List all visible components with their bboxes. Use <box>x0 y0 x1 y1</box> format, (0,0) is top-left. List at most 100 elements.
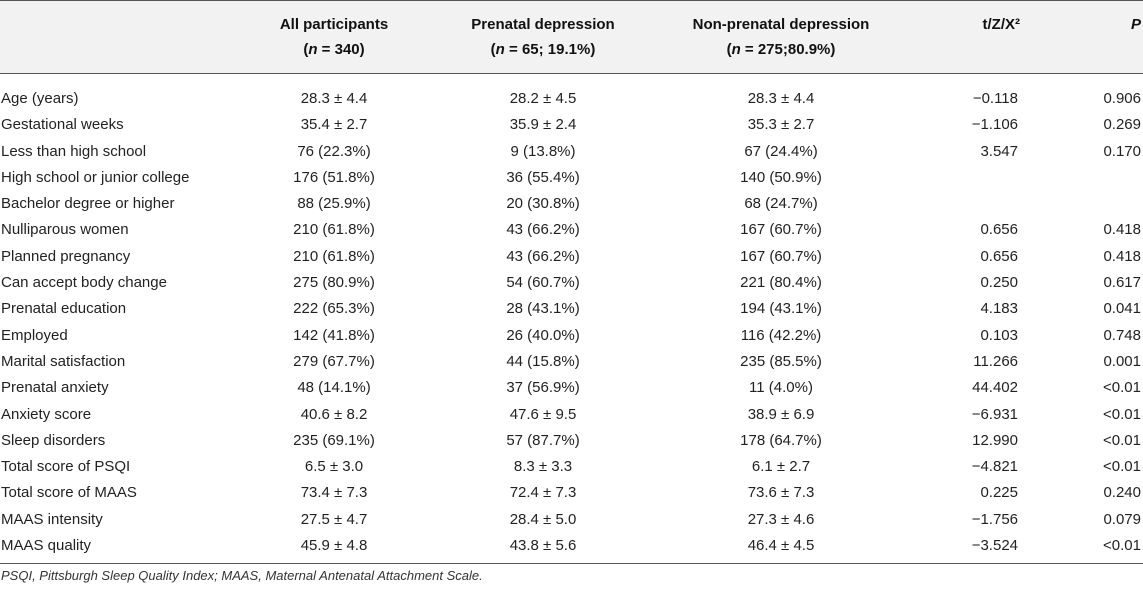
cell-test-statistic <box>900 165 1022 191</box>
cell-p-value: 0.240 <box>1103 484 1141 502</box>
cell-all-participants: 6.5 ± 3.0 <box>304 458 364 476</box>
cell-all-participants: 48 (14.1%) <box>297 379 371 397</box>
row-label: Prenatal anxiety <box>1 379 109 397</box>
cell-all-participants: 27.5 ± 4.7 <box>300 510 368 528</box>
cell-test-statistic: 0.225 <box>980 484 1018 502</box>
row-label: Anxiety score <box>1 405 92 423</box>
table-row: Prenatal anxiety 48 (14.1%) 37 (56.9%) 11 (… <box>0 375 1143 401</box>
cell-p-value <box>1022 191 1143 217</box>
cell-all-participants: 76 (22.3%) <box>297 142 371 160</box>
cell-test-statistic: 11.266 <box>973 352 1018 370</box>
cell-test-statistic: −6.931 <box>971 405 1018 423</box>
cell-p-value: <0.01 <box>1103 405 1141 423</box>
cell-p-value: 0.170 <box>1103 142 1141 160</box>
row-label: Sleep disorders <box>1 431 106 449</box>
cell-all-participants: 28.3 ± 4.4 <box>300 90 368 107</box>
row-label: Gestational weeks <box>1 116 124 134</box>
row-label: Age (years) <box>1 90 79 107</box>
table-body: Age (years) 28.3 ± 4.4 28.2 ± 4.5 28.3 ± 4.… <box>0 74 1143 564</box>
cell-p-value: 0.617 <box>1103 274 1141 292</box>
cell-test-statistic: 0.250 <box>980 274 1018 292</box>
table-row: Marital satisfaction 279 (67.7%) 44 (15.8%… <box>0 349 1143 375</box>
cell-non-prenatal-depression: 28.3 ± 4.4 <box>747 90 815 107</box>
cell-test-statistic: 44.402 <box>972 379 1018 397</box>
row-label: Less than high school <box>1 142 147 160</box>
cell-non-prenatal-depression: 178 (64.7%) <box>740 431 822 449</box>
cell-p-value: 0.906 <box>1103 90 1141 107</box>
cell-non-prenatal-depression: 167 (60.7%) <box>740 247 822 265</box>
cell-prenatal-depression: 26 (40.0%) <box>506 326 580 344</box>
cell-all-participants: 176 (51.8%) <box>293 168 375 186</box>
header-non-prenatal-n-var: n <box>731 41 741 58</box>
row-label: Bachelor degree or higher <box>1 195 175 213</box>
row-label: Marital satisfaction <box>1 352 126 370</box>
table-row: Can accept body change 275 (80.9%) 54 (60.… <box>0 270 1143 296</box>
cell-all-participants: 88 (25.9%) <box>297 195 371 213</box>
cell-prenatal-depression: 57 (87.7%) <box>506 431 580 449</box>
cell-non-prenatal-depression: 221 (80.4%) <box>740 274 822 292</box>
header-row: All participants (n = 340) Prenatal depr… <box>0 0 1143 74</box>
table-row: Planned pregnancy 210 (61.8%) 43 (66.2%) 16… <box>0 244 1143 270</box>
cell-all-participants: 45.9 ± 4.8 <box>300 537 368 555</box>
cell-all-participants: 275 (80.9%) <box>293 274 375 292</box>
table-row: Total score of PSQI 6.5 ± 3.0 8.3 ± 3.3 6.1… <box>0 454 1143 480</box>
cell-prenatal-depression: 37 (56.9%) <box>506 379 580 397</box>
row-label: Total score of MAAS <box>1 484 137 502</box>
row-label: Nulliparous women <box>1 221 129 239</box>
table-row: Age (years) 28.3 ± 4.4 28.2 ± 4.5 28.3 ± 4.… <box>0 74 1143 113</box>
table-row: Less than high school 76 (22.3%) 9 (13.8%)… <box>0 139 1143 165</box>
header-prenatal-title: Prenatal depression <box>471 16 615 33</box>
cell-test-statistic: −1.106 <box>971 116 1018 134</box>
row-label: Prenatal education <box>1 300 127 318</box>
header-p-label: P <box>1130 16 1141 33</box>
cell-prenatal-depression: 43 (66.2%) <box>506 247 580 265</box>
table-row: Total score of MAAS 73.4 ± 7.3 72.4 ± 7.3 7… <box>0 480 1143 506</box>
cell-all-participants: 35.4 ± 2.7 <box>300 116 368 134</box>
cell-non-prenatal-depression: 35.3 ± 2.7 <box>747 116 815 134</box>
cell-prenatal-depression: 28.4 ± 5.0 <box>509 510 577 528</box>
table-row: Prenatal education 222 (65.3%) 28 (43.1%) 1… <box>0 296 1143 322</box>
cell-prenatal-depression: 8.3 ± 3.3 <box>513 458 573 476</box>
cell-non-prenatal-depression: 67 (24.4%) <box>744 142 818 160</box>
table-row: MAAS quality 45.9 ± 4.8 43.8 ± 5.6 46.4 ± 4… <box>0 533 1143 564</box>
cell-non-prenatal-depression: 73.6 ± 7.3 <box>747 484 815 502</box>
data-table-container: All participants (n = 340) Prenatal depr… <box>0 0 1143 564</box>
cell-p-value: <0.01 <box>1103 431 1141 449</box>
cell-prenatal-depression: 54 (60.7%) <box>506 274 580 292</box>
row-label: Planned pregnancy <box>1 247 131 265</box>
cell-test-statistic <box>900 191 1022 217</box>
table-row: High school or junior college 176 (51.8%)… <box>0 165 1143 191</box>
cell-p-value: 0.001 <box>1103 352 1141 370</box>
header-non-prenatal-n: (n = 275;80.9%) <box>726 41 836 58</box>
cell-prenatal-depression: 9 (13.8%) <box>510 142 576 160</box>
header-non-prenatal-title: Non-prenatal depression <box>692 16 870 33</box>
cell-test-statistic: 4.183 <box>980 300 1018 318</box>
row-label: MAAS quality <box>1 537 92 555</box>
cell-non-prenatal-depression: 38.9 ± 6.9 <box>747 405 815 423</box>
cell-test-statistic: 0.656 <box>980 247 1018 265</box>
cell-p-value: 0.079 <box>1103 510 1141 528</box>
cell-non-prenatal-depression: 235 (85.5%) <box>740 352 822 370</box>
participant-characteristics-table: All participants (n = 340) Prenatal depr… <box>0 0 1143 564</box>
cell-all-participants: 235 (69.1%) <box>293 431 375 449</box>
row-label: High school or junior college <box>1 168 190 186</box>
cell-prenatal-depression: 44 (15.8%) <box>506 352 580 370</box>
cell-non-prenatal-depression: 11 (4.0%) <box>749 379 813 397</box>
cell-non-prenatal-depression: 68 (24.7%) <box>744 195 818 213</box>
cell-all-participants: 279 (67.7%) <box>293 352 375 370</box>
cell-p-value: 0.748 <box>1103 326 1141 344</box>
table-footnote: PSQI, Pittsburgh Sleep Quality Index; MA… <box>1 568 483 583</box>
cell-non-prenatal-depression: 116 (42.2%) <box>740 326 822 344</box>
table-row: MAAS intensity 27.5 ± 4.7 28.4 ± 5.0 27.3 ±… <box>0 507 1143 533</box>
table-header: All participants (n = 340) Prenatal depr… <box>0 0 1143 74</box>
cell-p-value: 0.041 <box>1103 300 1141 318</box>
cell-test-statistic: −1.756 <box>971 510 1018 528</box>
cell-prenatal-depression: 47.6 ± 9.5 <box>509 405 577 423</box>
table-row: Anxiety score 40.6 ± 8.2 47.6 ± 9.5 38.9 ± … <box>0 402 1143 428</box>
cell-test-statistic: 0.103 <box>980 326 1018 344</box>
table-row: Bachelor degree or higher 88 (25.9%) 20 (3… <box>0 191 1143 217</box>
cell-p-value: 0.418 <box>1103 221 1141 239</box>
header-prenatal-n-var: n <box>495 41 505 58</box>
cell-non-prenatal-depression: 27.3 ± 4.6 <box>747 510 815 528</box>
row-label: Employed <box>1 326 68 344</box>
